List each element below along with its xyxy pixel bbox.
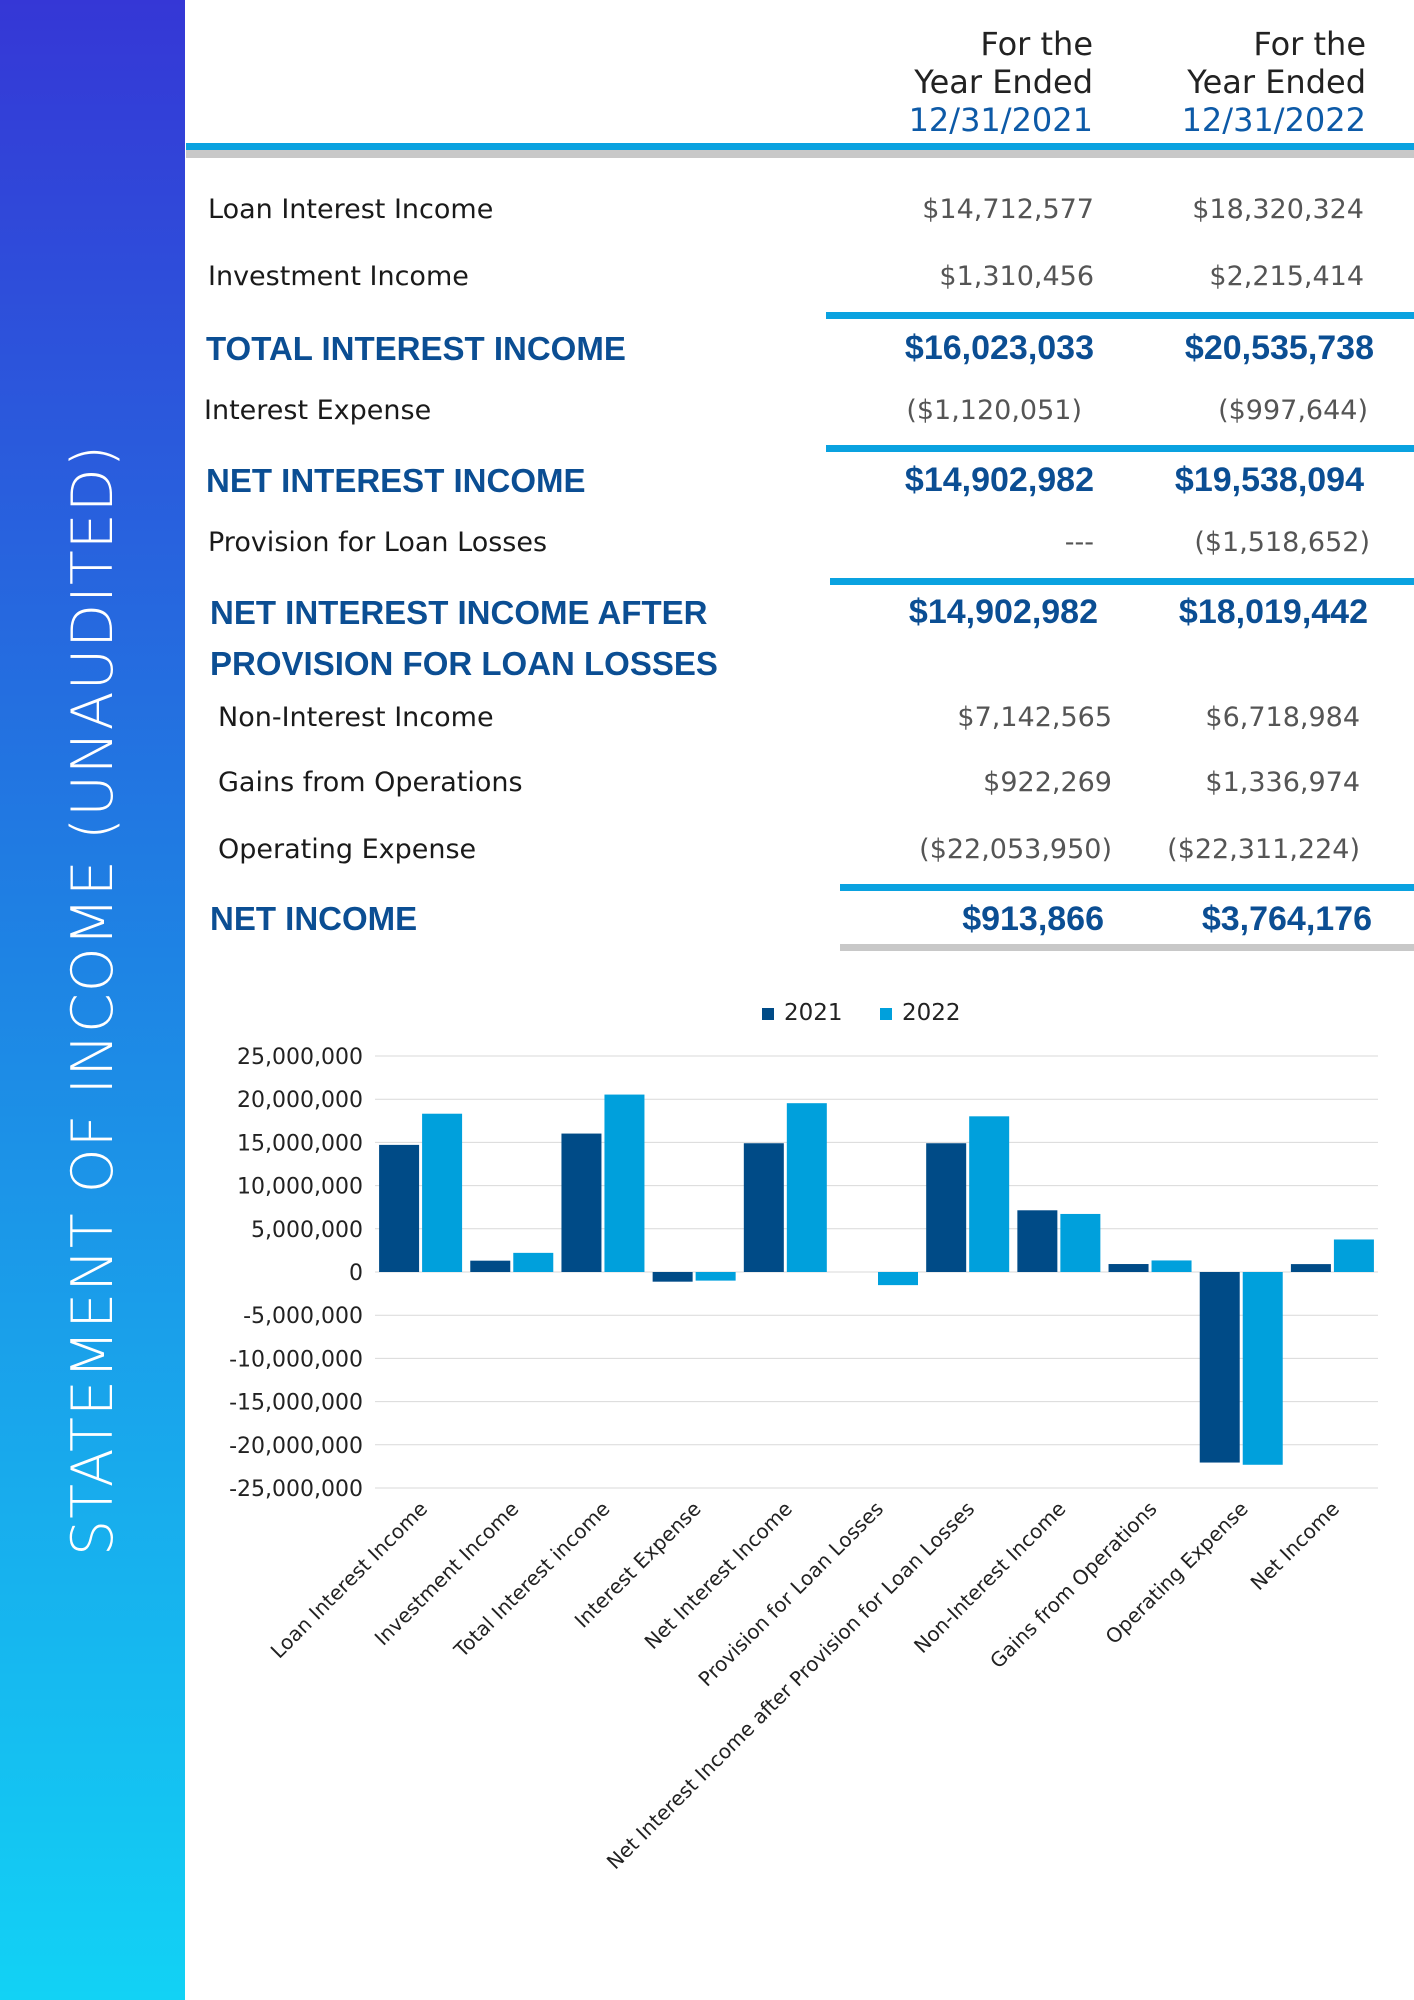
bar-2021 <box>926 1143 967 1272</box>
bar-2021 <box>1017 1210 1058 1272</box>
value-2022: $20,535,738 <box>1184 329 1374 367</box>
value-2021: ($22,053,950) <box>919 834 1112 865</box>
subtotal-rule <box>826 312 1414 319</box>
column-header-2021: For the Year Ended 12/31/2021 <box>833 25 1093 139</box>
value-2022: $1,336,974 <box>1205 767 1360 798</box>
bar-2021 <box>379 1144 420 1272</box>
legend-swatch <box>762 1008 774 1020</box>
y-tick-label: 10,000,000 <box>237 1175 363 1200</box>
row-label-total-interest-income: TOTAL INTEREST INCOME <box>206 330 626 367</box>
bar-2021 <box>470 1260 511 1272</box>
y-tick-label: 0 <box>349 1261 363 1286</box>
value-2021: $14,902,982 <box>908 593 1098 631</box>
bar-2022 <box>1060 1213 1101 1272</box>
y-tick-label: 15,000,000 <box>237 1131 363 1156</box>
y-tick-label: 20,000,000 <box>237 1088 363 1113</box>
row-label-net-interest-income: NET INTEREST INCOME <box>206 462 586 499</box>
total-rule-gray <box>840 944 1414 951</box>
bar-2022 <box>513 1252 554 1272</box>
column-header-line: For the <box>1253 25 1366 63</box>
value-2022: $3,764,176 <box>1201 900 1372 938</box>
column-header-line: For the <box>980 25 1093 63</box>
column-header-date: 12/31/2022 <box>1181 101 1366 139</box>
value-2021: $922,269 <box>983 767 1112 798</box>
y-tick-label: -25,000,000 <box>229 1477 363 1502</box>
value-2022: ($997,644) <box>1218 395 1368 426</box>
value-2022: $18,019,442 <box>1178 593 1368 631</box>
row-label-non-interest-income: Non-Interest Income <box>218 702 494 733</box>
income-bar-chart: 25,000,000 20,000,000 15,000,000 10,000,000… <box>229 1000 1378 1874</box>
value-2021: $14,712,577 <box>922 194 1094 225</box>
column-header-date: 12/31/2021 <box>908 101 1093 139</box>
row-label-nii-after-provision: NET INTEREST INCOME AFTER <box>210 594 708 631</box>
y-tick-label: 25,000,000 <box>237 1045 363 1070</box>
x-category-label: Loan Interest Income <box>266 1497 432 1663</box>
bar-2021 <box>652 1272 693 1282</box>
value-2021: $913,866 <box>962 900 1104 938</box>
value-2022: ($22,311,224) <box>1167 834 1360 865</box>
value-2021: $16,023,033 <box>904 329 1094 367</box>
x-category-label: Net Interest Income <box>640 1497 797 1654</box>
row-label-nii-after-provision: PROVISION FOR LOAN LOSSES <box>210 645 718 682</box>
bar-2022 <box>1242 1272 1283 1465</box>
row-label-gains-from-operations: Gains from Operations <box>218 767 523 798</box>
column-header-2022: For the Year Ended 12/31/2022 <box>1106 25 1366 139</box>
row-label-loan-interest-income: Loan Interest Income <box>208 194 494 225</box>
bar-2022 <box>1333 1239 1374 1272</box>
value-2021: $7,142,565 <box>957 702 1112 733</box>
value-2022: $18,320,324 <box>1192 194 1364 225</box>
x-category-label: Provision for Loan Losses <box>693 1497 888 1692</box>
legend-label: 2022 <box>902 1000 961 1026</box>
x-category-label: Gains from Operations <box>985 1497 1162 1674</box>
y-tick-label: -5,000,000 <box>243 1304 363 1329</box>
header-rule-gray <box>186 150 1414 158</box>
bar-2021 <box>1290 1264 1331 1272</box>
row-label-net-income: NET INCOME <box>210 900 418 937</box>
bar-2022 <box>1151 1260 1192 1272</box>
value-2021: $14,902,982 <box>904 461 1094 499</box>
value-2022: $19,538,094 <box>1174 461 1364 499</box>
value-2022: $2,215,414 <box>1209 261 1364 292</box>
page-title: STATEMENT OF INCOME (UNAUDITED) <box>60 444 126 1556</box>
y-tick-label: 5,000,000 <box>251 1218 363 1243</box>
header-rule <box>186 143 1414 150</box>
bar-2022 <box>969 1116 1010 1272</box>
x-category-label: Non-Interest Income <box>909 1497 1070 1658</box>
value-2021: $1,310,456 <box>939 261 1094 292</box>
row-label-provision-for-loan-losses: Provision for Loan Losses <box>208 527 548 558</box>
bar-2021 <box>1108 1264 1149 1272</box>
value-2021: ($1,120,051) <box>906 395 1082 426</box>
bar-2022 <box>422 1113 463 1272</box>
y-tick-label: -15,000,000 <box>229 1391 363 1416</box>
bar-2022 <box>786 1103 827 1272</box>
bar-2021 <box>1199 1272 1240 1463</box>
x-category-label: Total Interest income <box>448 1497 614 1663</box>
legend-label: 2021 <box>784 1000 843 1026</box>
bar-2022 <box>878 1272 918 1286</box>
value-2021: --- <box>1064 527 1094 558</box>
bar-2021 <box>561 1133 602 1272</box>
x-category-label: Net Income <box>1246 1497 1344 1595</box>
value-2022: ($1,518,652) <box>1194 527 1370 558</box>
subtotal-rule <box>826 445 1414 452</box>
bar-2022 <box>695 1272 736 1281</box>
row-label-operating-expense: Operating Expense <box>218 834 477 865</box>
subtotal-rule <box>830 578 1414 585</box>
y-tick-label: -10,000,000 <box>229 1347 363 1372</box>
y-tick-label: -20,000,000 <box>229 1434 363 1459</box>
legend-swatch <box>880 1008 892 1020</box>
sidebar: STATEMENT OF INCOME (UNAUDITED) <box>0 0 185 2000</box>
bar-2021 <box>743 1143 784 1272</box>
value-2022: $6,718,984 <box>1205 702 1360 733</box>
subtotal-rule <box>840 884 1414 891</box>
row-label-interest-expense: Interest Expense <box>204 395 432 426</box>
column-header-line: Year Ended <box>914 63 1093 101</box>
row-label-investment-income: Investment Income <box>208 261 469 292</box>
column-header-line: Year Ended <box>1187 63 1366 101</box>
bar-2022 <box>604 1094 645 1272</box>
